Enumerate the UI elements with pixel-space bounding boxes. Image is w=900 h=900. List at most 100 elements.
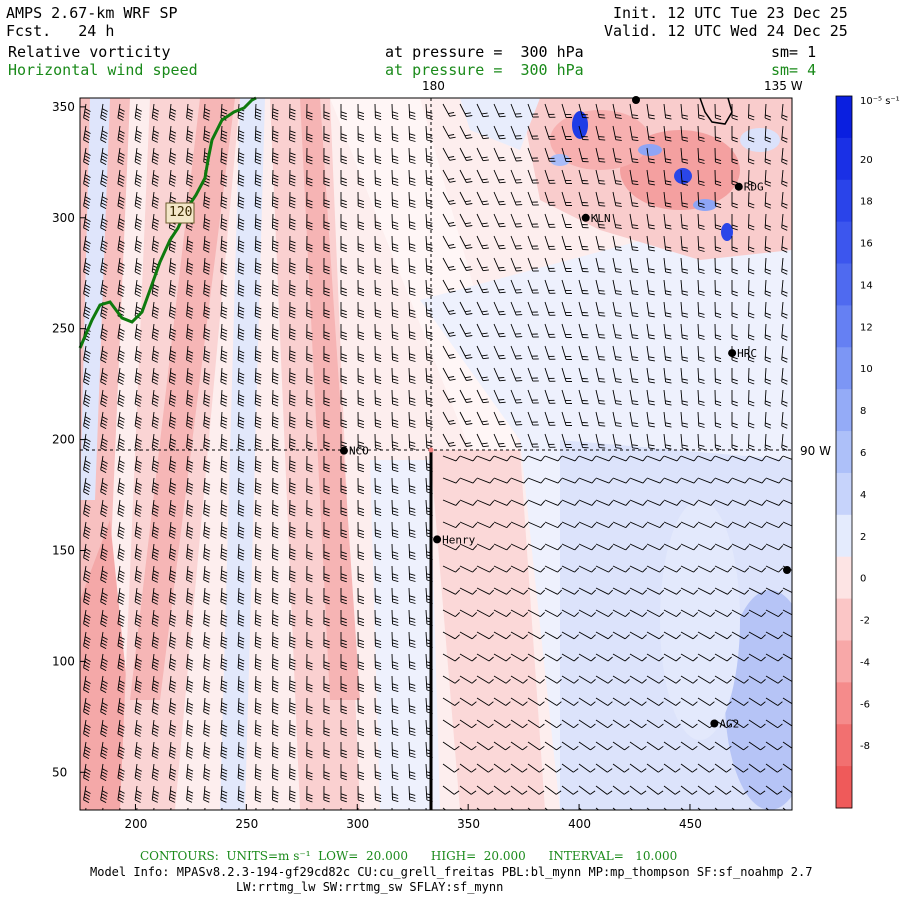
wind-barb bbox=[271, 719, 279, 737]
wind-barb bbox=[527, 147, 539, 162]
wind-barb bbox=[357, 345, 365, 363]
wind-barb bbox=[476, 367, 489, 382]
wind-barb bbox=[476, 807, 481, 810]
wind-barb bbox=[731, 280, 738, 297]
station-marker-unlabeled bbox=[632, 96, 640, 104]
wind-barb bbox=[220, 191, 228, 209]
wind-barb bbox=[714, 609, 733, 617]
wind-barb bbox=[254, 411, 262, 429]
wind-barb bbox=[271, 103, 279, 121]
wind-barb bbox=[595, 455, 614, 462]
wind-barb bbox=[663, 543, 682, 551]
colorbar-tick-label: 18 bbox=[860, 197, 873, 208]
x-tick-label: 400 bbox=[568, 817, 591, 831]
wind-barb bbox=[595, 543, 614, 551]
wind-barb bbox=[117, 257, 125, 275]
wind-barb bbox=[680, 125, 689, 142]
wind-barb bbox=[781, 279, 788, 297]
wind-barb bbox=[289, 279, 296, 297]
wind-barb bbox=[697, 389, 705, 406]
wind-barb bbox=[391, 631, 399, 649]
colorbar-segment bbox=[836, 640, 852, 683]
wind-barb bbox=[83, 609, 91, 627]
wind-barb bbox=[340, 346, 347, 363]
wind-barb bbox=[134, 345, 142, 363]
wind-barb bbox=[578, 147, 589, 163]
wind-barb bbox=[493, 741, 511, 751]
wind-barb bbox=[168, 543, 177, 561]
wind-barb bbox=[493, 279, 506, 294]
wind-barb bbox=[203, 411, 211, 429]
colorbar-tick-label: 8 bbox=[860, 406, 866, 417]
wind-barb bbox=[459, 455, 478, 462]
wind-barb bbox=[561, 389, 573, 404]
wind-barb bbox=[476, 279, 489, 294]
wind-barb bbox=[374, 213, 382, 231]
wind-barb bbox=[306, 103, 313, 121]
wind-barb bbox=[510, 455, 529, 462]
wind-barb bbox=[731, 565, 750, 573]
wind-barb bbox=[476, 741, 494, 751]
wind-barb bbox=[408, 631, 416, 648]
wind-barb bbox=[323, 697, 330, 715]
wind-barb bbox=[697, 191, 705, 208]
wind-barb bbox=[151, 191, 159, 209]
wind-barb bbox=[203, 367, 211, 385]
wind-barb bbox=[186, 367, 194, 385]
wind-barb bbox=[168, 345, 177, 363]
wind-barb bbox=[765, 741, 783, 751]
wind-barb bbox=[748, 587, 767, 595]
wind-barb bbox=[527, 653, 545, 662]
wind-barb bbox=[391, 345, 399, 363]
wind-barb bbox=[425, 103, 433, 120]
wind-barb bbox=[357, 191, 365, 209]
wind-barb bbox=[203, 477, 211, 495]
wind-barb bbox=[663, 213, 672, 230]
wind-barb bbox=[527, 763, 545, 773]
wind-barb bbox=[476, 587, 495, 595]
wind-barb bbox=[323, 741, 330, 759]
wind-barb bbox=[254, 653, 262, 671]
wind-barb bbox=[697, 807, 702, 810]
wind-barb bbox=[151, 631, 159, 649]
wind-barb bbox=[578, 499, 597, 506]
colorbar-tick-label: 14 bbox=[860, 280, 873, 291]
wind-barb bbox=[476, 323, 489, 338]
wind-barb bbox=[680, 301, 689, 318]
wind-barb bbox=[782, 521, 792, 527]
plot-frame bbox=[79, 97, 793, 811]
wind-barb bbox=[544, 389, 556, 404]
wind-barb bbox=[612, 389, 622, 405]
wind-barb bbox=[186, 301, 194, 319]
wind-barb bbox=[306, 257, 313, 275]
wind-barb bbox=[323, 103, 330, 121]
wind-barb bbox=[544, 807, 549, 810]
wind-barb bbox=[168, 301, 177, 319]
wind-barb bbox=[391, 543, 399, 561]
wind-barb bbox=[697, 741, 715, 751]
wind-barb bbox=[595, 191, 606, 207]
wind-barb bbox=[476, 653, 494, 662]
wind-barb bbox=[748, 323, 755, 341]
wind-barb bbox=[408, 587, 416, 604]
wind-barb bbox=[374, 741, 382, 759]
wind-barb bbox=[306, 367, 313, 385]
road-label: 120 bbox=[169, 205, 193, 220]
wind-barb bbox=[459, 807, 464, 810]
wind-barb bbox=[782, 477, 792, 483]
wind-barb bbox=[289, 719, 296, 737]
wind-barb bbox=[561, 653, 579, 662]
wind-barb bbox=[289, 411, 296, 429]
wind-barb bbox=[117, 763, 125, 781]
wind-barb bbox=[595, 169, 606, 185]
wind-barb bbox=[237, 675, 245, 693]
wind-barb bbox=[561, 147, 573, 162]
wind-barb bbox=[203, 499, 211, 517]
field2-level: at pressure = 300 hPa bbox=[385, 61, 584, 79]
wind-barb bbox=[323, 279, 330, 297]
wind-barb bbox=[442, 741, 460, 751]
wind-barb bbox=[748, 257, 755, 275]
wind-barb bbox=[271, 763, 279, 781]
wind-barb bbox=[289, 741, 296, 759]
wind-barb bbox=[340, 324, 347, 341]
